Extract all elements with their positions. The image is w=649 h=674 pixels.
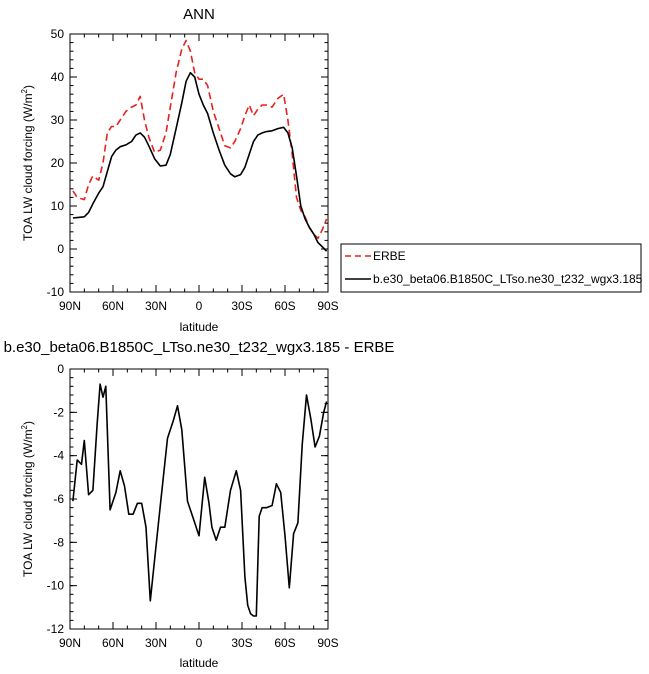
bottom-chart-title: b.e30_beta06.B1850C_LTso.ne30_t232_wgx3.… (4, 339, 395, 356)
bottom-chart-y-axis: -12 -10 -8 -6 -4 -2 0 (47, 362, 328, 636)
chart1-x-tick-label: 0 (196, 636, 203, 650)
chart1-x-tick-label: 90S (317, 636, 338, 650)
chart0-x-tick-label: 0 (196, 299, 203, 313)
bottom-chart-x-axis-label: latitude (180, 656, 219, 670)
chart1-x-tick-label: 30N (145, 636, 167, 650)
chart1-y-tick-label: 0 (57, 362, 64, 376)
chart0-x-tick-label: 60N (102, 299, 124, 313)
chart0-y-tick-label: 0 (57, 242, 64, 256)
chart1-x-tick-label: 90N (59, 636, 81, 650)
bottom-chart-series-group (72, 383, 328, 617)
legend-label-model: b.e30_beta06.B1850C_LTso.ne30_t232_wgx3.… (373, 272, 643, 286)
chart1-y-tick-label: -6 (53, 492, 64, 506)
top-chart-x-axis: 90N 60N 30N 0 30S 60S 90S (59, 34, 339, 313)
chart0-x-tick-label: 30S (231, 299, 252, 313)
chart1-y-tick-label: -4 (53, 449, 64, 463)
chart0-y-tick-label: 10 (51, 199, 65, 213)
chart0-x-tick-label: 90N (59, 299, 81, 313)
bottom-chart-plot-frame (69, 368, 329, 630)
chart1-y-tick-label: -8 (53, 535, 64, 549)
top-chart-y-axis-label: TOA LW cloud forcing (W/m2) (20, 85, 35, 241)
chart0-series-line-1 (72, 71, 328, 252)
chart1-x-tick-label: 60N (102, 636, 124, 650)
chart1-series-line-0 (72, 383, 328, 617)
chart0-y-tick-label: -10 (47, 285, 65, 299)
top-chart-x-axis-label: latitude (180, 320, 219, 334)
bottom-line-chart: b.e30_beta06.B1850C_LTso.ne30_t232_wgx3.… (4, 339, 395, 670)
legend-box (340, 243, 642, 293)
legend-label-erbe: ERBE (373, 249, 406, 263)
chart1-x-tick-label: 30S (231, 636, 252, 650)
chart1-x-tick-label: 60S (274, 636, 295, 650)
chart0-y-tick-label: 40 (51, 70, 65, 84)
chart0-x-tick-label: 60S (274, 299, 295, 313)
chart1-y-tick-label: -10 (47, 579, 65, 593)
chart0-y-tick-label: 50 (51, 27, 65, 41)
legend: ERBE b.e30_beta06.B1850C_LTso.ne30_t232_… (340, 243, 643, 293)
chart0-series-line-0 (72, 39, 328, 240)
chart1-y-tick-label: -12 (47, 622, 65, 636)
top-chart-series-group (72, 39, 328, 252)
chart0-y-tick-label: 30 (51, 113, 65, 127)
top-chart-y-axis: -10 0 10 20 30 40 50 (47, 27, 328, 299)
bottom-chart-x-axis: 90N 60N 30N 0 30S 60S 90S (59, 369, 339, 650)
chart1-y-tick-label: -2 (53, 405, 64, 419)
top-line-chart: ANN 90N 60N 30N 0 30S 60S 90S -10 0 10 20 30 40 50 l… (20, 6, 339, 334)
top-chart-title: ANN (183, 6, 215, 23)
chart0-x-tick-label: 30N (145, 299, 167, 313)
chart0-y-tick-label: 20 (51, 156, 65, 170)
chart0-x-tick-label: 90S (317, 299, 338, 313)
bottom-chart-y-axis-label: TOA LW cloud forcing (W/m2) (20, 421, 35, 577)
top-chart-plot-frame (69, 33, 329, 293)
